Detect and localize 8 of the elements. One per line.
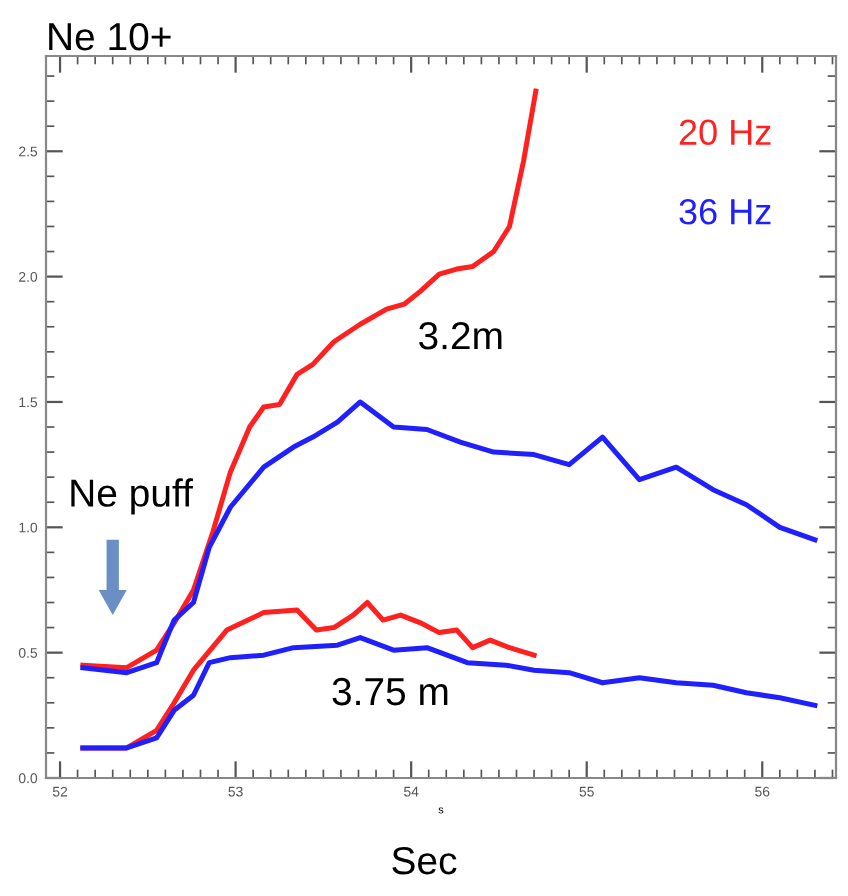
text: 20 Hz bbox=[679, 119, 771, 146]
chart-title: Ne 10+ bbox=[49, 22, 171, 51]
line-series bbox=[80, 635, 818, 751]
annotation: Ne puff bbox=[71, 478, 193, 515]
x-axis-title: Sec bbox=[392, 846, 457, 875]
text: 36 Hz bbox=[679, 198, 771, 225]
annotation: 3.75 m bbox=[332, 677, 448, 706]
annotation: 3.2m bbox=[419, 321, 502, 350]
